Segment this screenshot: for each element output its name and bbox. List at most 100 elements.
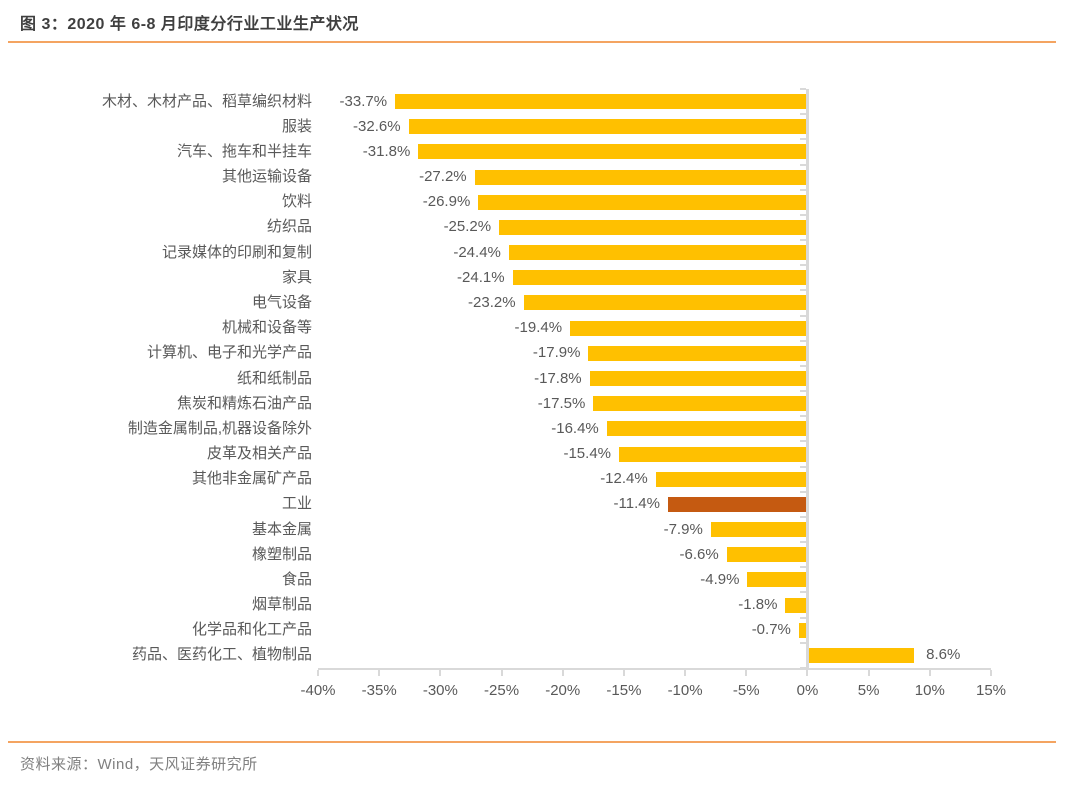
bar [474, 169, 808, 185]
category-label: 制造金属制品,机器设备除外 [127, 419, 312, 437]
x-tick-label: -25% [484, 682, 520, 699]
category-label: 其他非金属矿产品 [191, 470, 312, 488]
value-label: -32.6% [353, 117, 401, 135]
category-label: 饮料 [281, 193, 312, 211]
y-axis-tick [799, 88, 806, 90]
value-label: -27.2% [419, 168, 467, 186]
category-label: 焦炭和精炼石油产品 [176, 394, 312, 412]
x-tick-label: 15% [975, 682, 1007, 699]
y-axis-tick [799, 541, 806, 544]
y-axis-tick [799, 415, 806, 418]
value-label: -16.4% [551, 419, 599, 437]
y-axis-tick [799, 138, 806, 141]
bar [570, 320, 808, 336]
bar [523, 295, 808, 311]
y-axis-tick [799, 490, 806, 493]
x-tick-label: -15% [606, 682, 642, 699]
bar [655, 471, 808, 487]
bar [418, 144, 808, 160]
bar [499, 219, 808, 235]
y-axis-tick [799, 566, 806, 569]
x-tick-label: -40% [300, 682, 336, 699]
y-axis-tick [799, 289, 806, 292]
y-axis-tick [799, 188, 806, 191]
bar [589, 371, 808, 386]
y-axis-tick [799, 314, 806, 317]
category-label: 纺织品 [266, 218, 312, 236]
category-label: 计算机、电子和光学产品 [146, 344, 312, 362]
value-label: -15.4% [563, 445, 611, 463]
category-label: 记录媒体的印刷和复制 [161, 243, 312, 261]
bar [395, 94, 808, 110]
x-axis-tick [622, 670, 625, 676]
title-underline [8, 41, 1056, 43]
bar [798, 622, 808, 638]
source-note: 资料来源：Wind，天风证券研究所 [20, 756, 258, 773]
value-label: -1.8% [738, 596, 778, 614]
category-label: 皮革及相关产品 [206, 445, 312, 463]
value-label: -26.9% [422, 193, 471, 211]
bar [747, 572, 808, 588]
category-label: 电气设备 [251, 293, 312, 311]
category-label: 其他运输设备 [221, 168, 312, 186]
value-label: -17.5% [537, 394, 586, 412]
bar [710, 522, 808, 538]
value-label: -17.9% [532, 344, 581, 362]
category-label: 橡塑制品 [251, 545, 312, 563]
category-label: 汽车、拖车和半挂车 [176, 142, 312, 160]
x-tick-label: -5% [732, 682, 760, 699]
y-axis-tick [799, 465, 806, 468]
x-axis-line [318, 668, 991, 670]
x-tick-label: 5% [857, 682, 880, 699]
value-label: -12.4% [600, 470, 648, 488]
bar [726, 547, 808, 563]
bar [785, 597, 808, 613]
x-tick-label: 10% [914, 682, 945, 699]
bar-chart: 木材、木材产品、稻草编织材料 -33.7% 服装 -32.6% 汽车、拖车和半挂车 -31… [101, 88, 1007, 699]
y-axis-tick [799, 163, 806, 166]
value-label: -23.2% [468, 293, 516, 311]
bar [512, 270, 808, 286]
y-axis-tick [799, 616, 806, 619]
value-label: -11.4% [613, 495, 660, 513]
value-label: -4.9% [700, 570, 740, 588]
y-axis-tick [799, 364, 806, 367]
y-axis-tick [799, 239, 806, 242]
bar [588, 345, 808, 361]
category-label: 药品、医药化工、植物制品 [131, 646, 312, 664]
x-tick-label: 0% [796, 682, 819, 699]
x-axis-tick [684, 670, 687, 676]
x-axis-tick [439, 670, 442, 676]
x-axis-tick [806, 670, 809, 676]
bar [808, 647, 915, 663]
bar [619, 446, 808, 462]
category-label: 木材、木材产品、稻草编织材料 [101, 92, 312, 110]
y-axis-tick [799, 440, 806, 443]
value-label: -0.7% [751, 621, 791, 639]
category-label: 烟草制品 [251, 596, 312, 614]
value-label: -33.7% [339, 92, 388, 110]
value-label: -17.8% [534, 369, 582, 387]
value-label: -6.6% [679, 545, 719, 563]
value-label: -25.2% [443, 218, 492, 236]
category-label: 家具 [281, 268, 312, 286]
x-axis-tick [990, 670, 992, 676]
x-axis-tick [500, 670, 503, 676]
x-axis-tick [378, 670, 381, 676]
value-label: -7.9% [663, 520, 703, 538]
x-tick-label: -30% [422, 682, 458, 699]
value-label: 8.6% [926, 646, 961, 664]
footer-divider [8, 741, 1056, 743]
category-label: 工业 [281, 495, 312, 513]
x-axis-tick [928, 670, 931, 676]
bar [593, 396, 808, 412]
x-axis-tick [745, 670, 748, 676]
y-axis-tick [799, 641, 806, 644]
category-label: 服装 [281, 117, 312, 135]
bar-highlight [667, 496, 808, 512]
bar [508, 245, 808, 261]
figure-title: 图 3：2020 年 6-8 月印度分行业工业生产状况 [20, 16, 359, 33]
y-axis-tick [799, 390, 806, 393]
y-axis-tick [799, 213, 806, 216]
category-label: 纸和纸制品 [236, 369, 312, 387]
